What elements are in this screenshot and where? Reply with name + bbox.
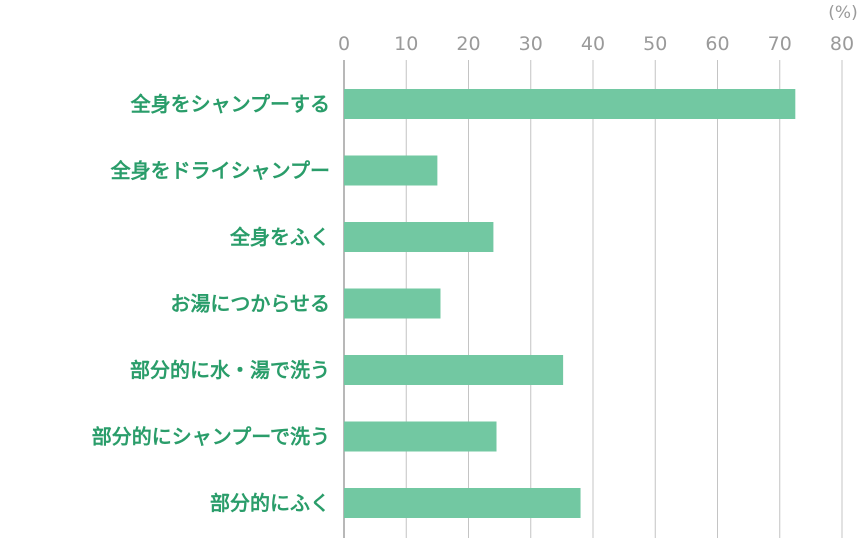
bar-3 xyxy=(344,222,494,252)
gridlines xyxy=(343,60,843,538)
x-tick-label-40: 40 xyxy=(581,33,605,55)
bars xyxy=(344,89,796,518)
category-labels: 全身をシャンプーする全身をドライシャンプー全身をふくお湯につからせる部分的に水・… xyxy=(92,92,330,515)
unit-label: (%) xyxy=(828,3,857,23)
x-tick-label-20: 20 xyxy=(456,33,480,55)
bar-6 xyxy=(344,421,497,452)
bar-1 xyxy=(344,89,796,119)
x-tick-labels: 0 10 20 30 40 50 60 70 80 xyxy=(338,33,854,55)
category-label-4: お湯につからせる xyxy=(170,292,330,316)
category-label-5: 部分的に水・湯で洗う xyxy=(130,358,330,382)
category-label-7: 部分的にふく xyxy=(210,491,330,515)
bar-5 xyxy=(344,355,564,385)
x-tick-label-60: 60 xyxy=(705,33,729,55)
x-tick-label-70: 70 xyxy=(768,33,792,55)
x-tick-label-50: 50 xyxy=(643,33,667,55)
category-label-3: 全身をふく xyxy=(229,225,330,249)
x-tick-label-80: 80 xyxy=(830,33,854,55)
x-tick-label-0: 0 xyxy=(338,33,350,55)
bar-2 xyxy=(344,155,438,186)
category-label-6: 部分的にシャンプーで洗う xyxy=(92,425,330,449)
bar-4 xyxy=(344,288,441,319)
bar-7 xyxy=(344,488,581,518)
x-tick-label-10: 10 xyxy=(394,33,418,55)
category-label-1: 全身をシャンプーする xyxy=(130,92,330,116)
x-tick-label-30: 30 xyxy=(519,33,543,55)
category-label-2: 全身をドライシャンプー xyxy=(110,159,330,183)
